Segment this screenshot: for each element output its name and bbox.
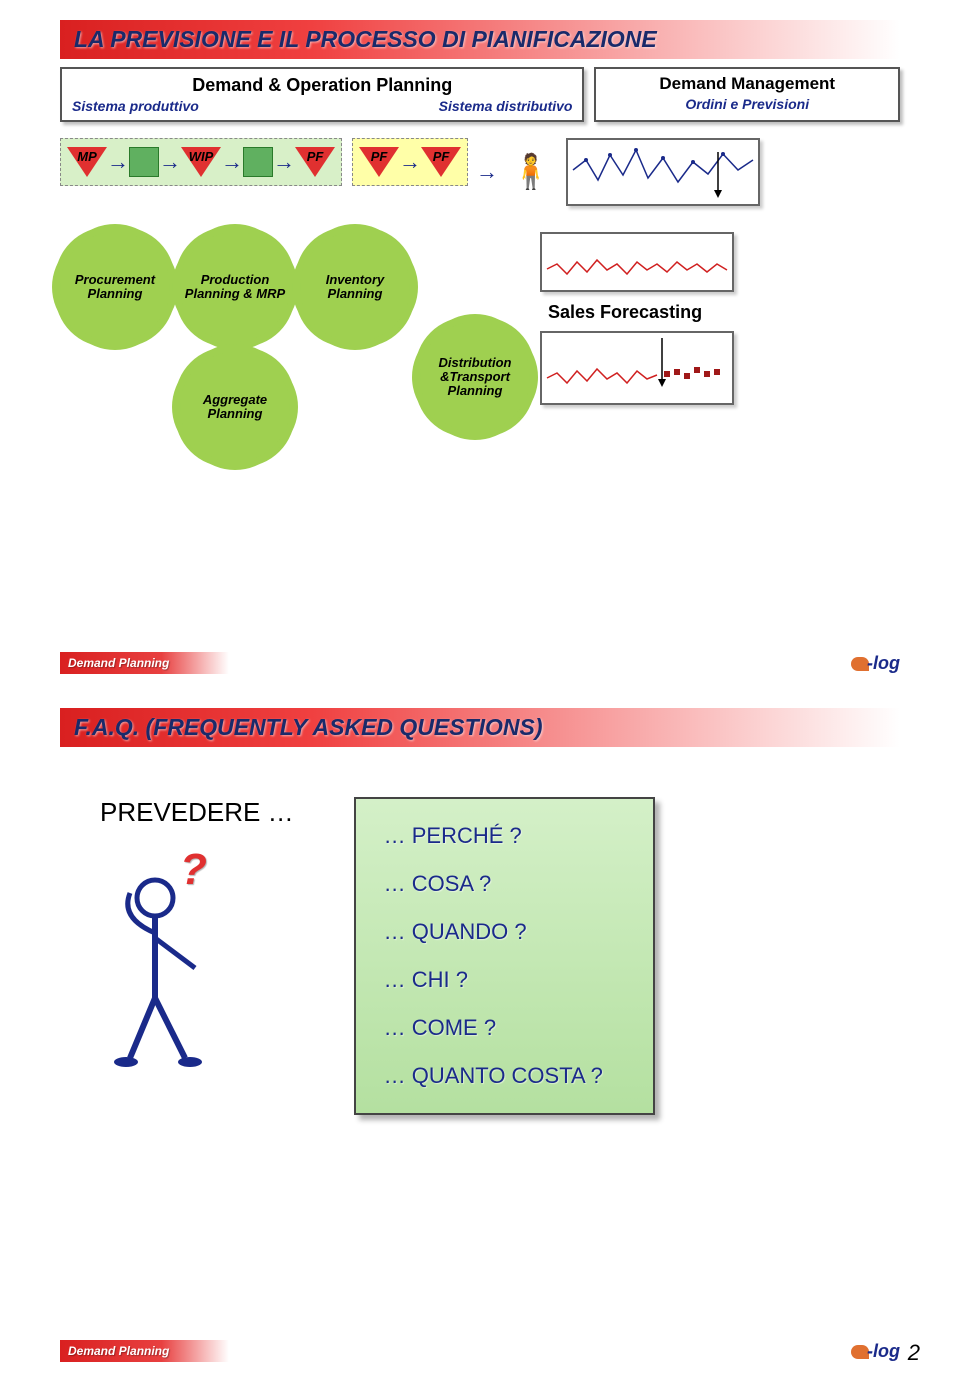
question-item: … QUANDO ? [384, 919, 603, 945]
demand-mgmt-title: Demand Management [606, 75, 888, 94]
node-pf-3: PF [421, 147, 461, 177]
gear-procurement: Procurement Planning [60, 232, 170, 342]
arrow-icon: → [476, 159, 498, 185]
page-number: 2 [908, 1340, 920, 1366]
arrow-icon: → [399, 149, 421, 175]
footer-label: Demand Planning [60, 652, 229, 674]
demand-chart-svg [568, 140, 758, 204]
demand-chart [566, 138, 760, 206]
buffer-square [129, 147, 159, 177]
question-item: … COME ? [384, 1015, 603, 1041]
footer-label: Demand Planning [60, 1340, 229, 1362]
node-pf-1: PF [295, 147, 335, 177]
gear-production: Production Planning & MRP [180, 232, 290, 342]
question-item: … COSA ? [384, 871, 603, 897]
sales-forecasting-label: Sales Forecasting [548, 302, 734, 323]
slide-1: LA PREVISIONE E IL PROCESSO DI PIANIFICA… [0, 0, 960, 688]
prevedere-label: PREVEDERE … [100, 797, 294, 828]
dop-title: Demand & Operation Planning [72, 75, 572, 96]
history-chart [540, 232, 734, 292]
question-item: … QUANTO COSTA ? [384, 1063, 603, 1089]
forecast-column: Sales Forecasting [540, 232, 734, 405]
gear-col-4: Distribution &Transport Planning [420, 322, 530, 432]
flow-row: MP → → WIP → → PF PF → PF → 🧍 [60, 138, 900, 206]
customer-icon: 🧍 [506, 138, 556, 206]
distribution-zone: PF → PF [352, 138, 468, 186]
thinking-person-icon: ? [100, 858, 240, 1078]
gear-col-2: Production Planning & MRP Aggregate Plan… [180, 232, 290, 462]
plan-header-row: Demand & Operation Planning Sistema prod… [60, 67, 900, 122]
questions-box: … PERCHÉ ? … COSA ? … QUANDO ? … CHI ? …… [354, 797, 655, 1115]
arrow-icon: → [107, 149, 129, 175]
node-pf-2: PF [359, 147, 399, 177]
slide2-footer: Demand Planning -log [60, 1340, 900, 1362]
slide-2: F.A.Q. (FREQUENTLY ASKED QUESTIONS) PREV… [0, 688, 960, 1376]
slide2-body: PREVEDERE … ? … PERCHÉ ? … COSA ? … QUAN… [60, 797, 900, 1115]
question-item: … CHI ? [384, 967, 603, 993]
node-wip: WIP [181, 147, 221, 177]
slide1-title: LA PREVISIONE E IL PROCESSO DI PIANIFICA… [74, 26, 657, 52]
question-mark-icon: ? [180, 850, 207, 890]
demand-mgmt-sub: Ordini e Previsioni [606, 96, 888, 112]
logo: -log [851, 653, 900, 674]
slide1-title-bar: LA PREVISIONE E IL PROCESSO DI PIANIFICA… [60, 20, 900, 59]
dop-labels: Sistema produttivo Sistema distributivo [72, 98, 572, 114]
gear-distribution: Distribution &Transport Planning [420, 322, 530, 432]
slide2-title: F.A.Q. (FREQUENTLY ASKED QUESTIONS) [74, 714, 543, 740]
node-mp: MP [67, 147, 107, 177]
buffer-square [243, 147, 273, 177]
gear-aggregate: Aggregate Planning [180, 352, 290, 462]
question-item: … PERCHÉ ? [384, 823, 603, 849]
production-zone: MP → → WIP → → PF [60, 138, 342, 186]
gear-col-1: Procurement Planning [60, 232, 170, 342]
arrow-icon: → [221, 149, 243, 175]
demand-mgmt-box: Demand Management Ordini e Previsioni [594, 67, 900, 122]
gears-row: Procurement Planning Production Planning… [60, 232, 900, 462]
arrow-icon: → [159, 149, 181, 175]
forecast-chart [540, 331, 734, 405]
logo: -log [851, 1341, 900, 1362]
sistema-distributivo: Sistema distributivo [439, 98, 573, 114]
dop-box: Demand & Operation Planning Sistema prod… [60, 67, 584, 122]
slide2-title-bar: F.A.Q. (FREQUENTLY ASKED QUESTIONS) [60, 708, 900, 747]
prevedere-column: PREVEDERE … ? [100, 797, 294, 1078]
sistema-produttivo: Sistema produttivo [72, 98, 199, 114]
slide1-footer: Demand Planning -log [60, 652, 900, 674]
gear-col-3: Inventory Planning [300, 232, 410, 342]
gear-inventory: Inventory Planning [300, 232, 410, 342]
arrow-icon: → [273, 149, 295, 175]
